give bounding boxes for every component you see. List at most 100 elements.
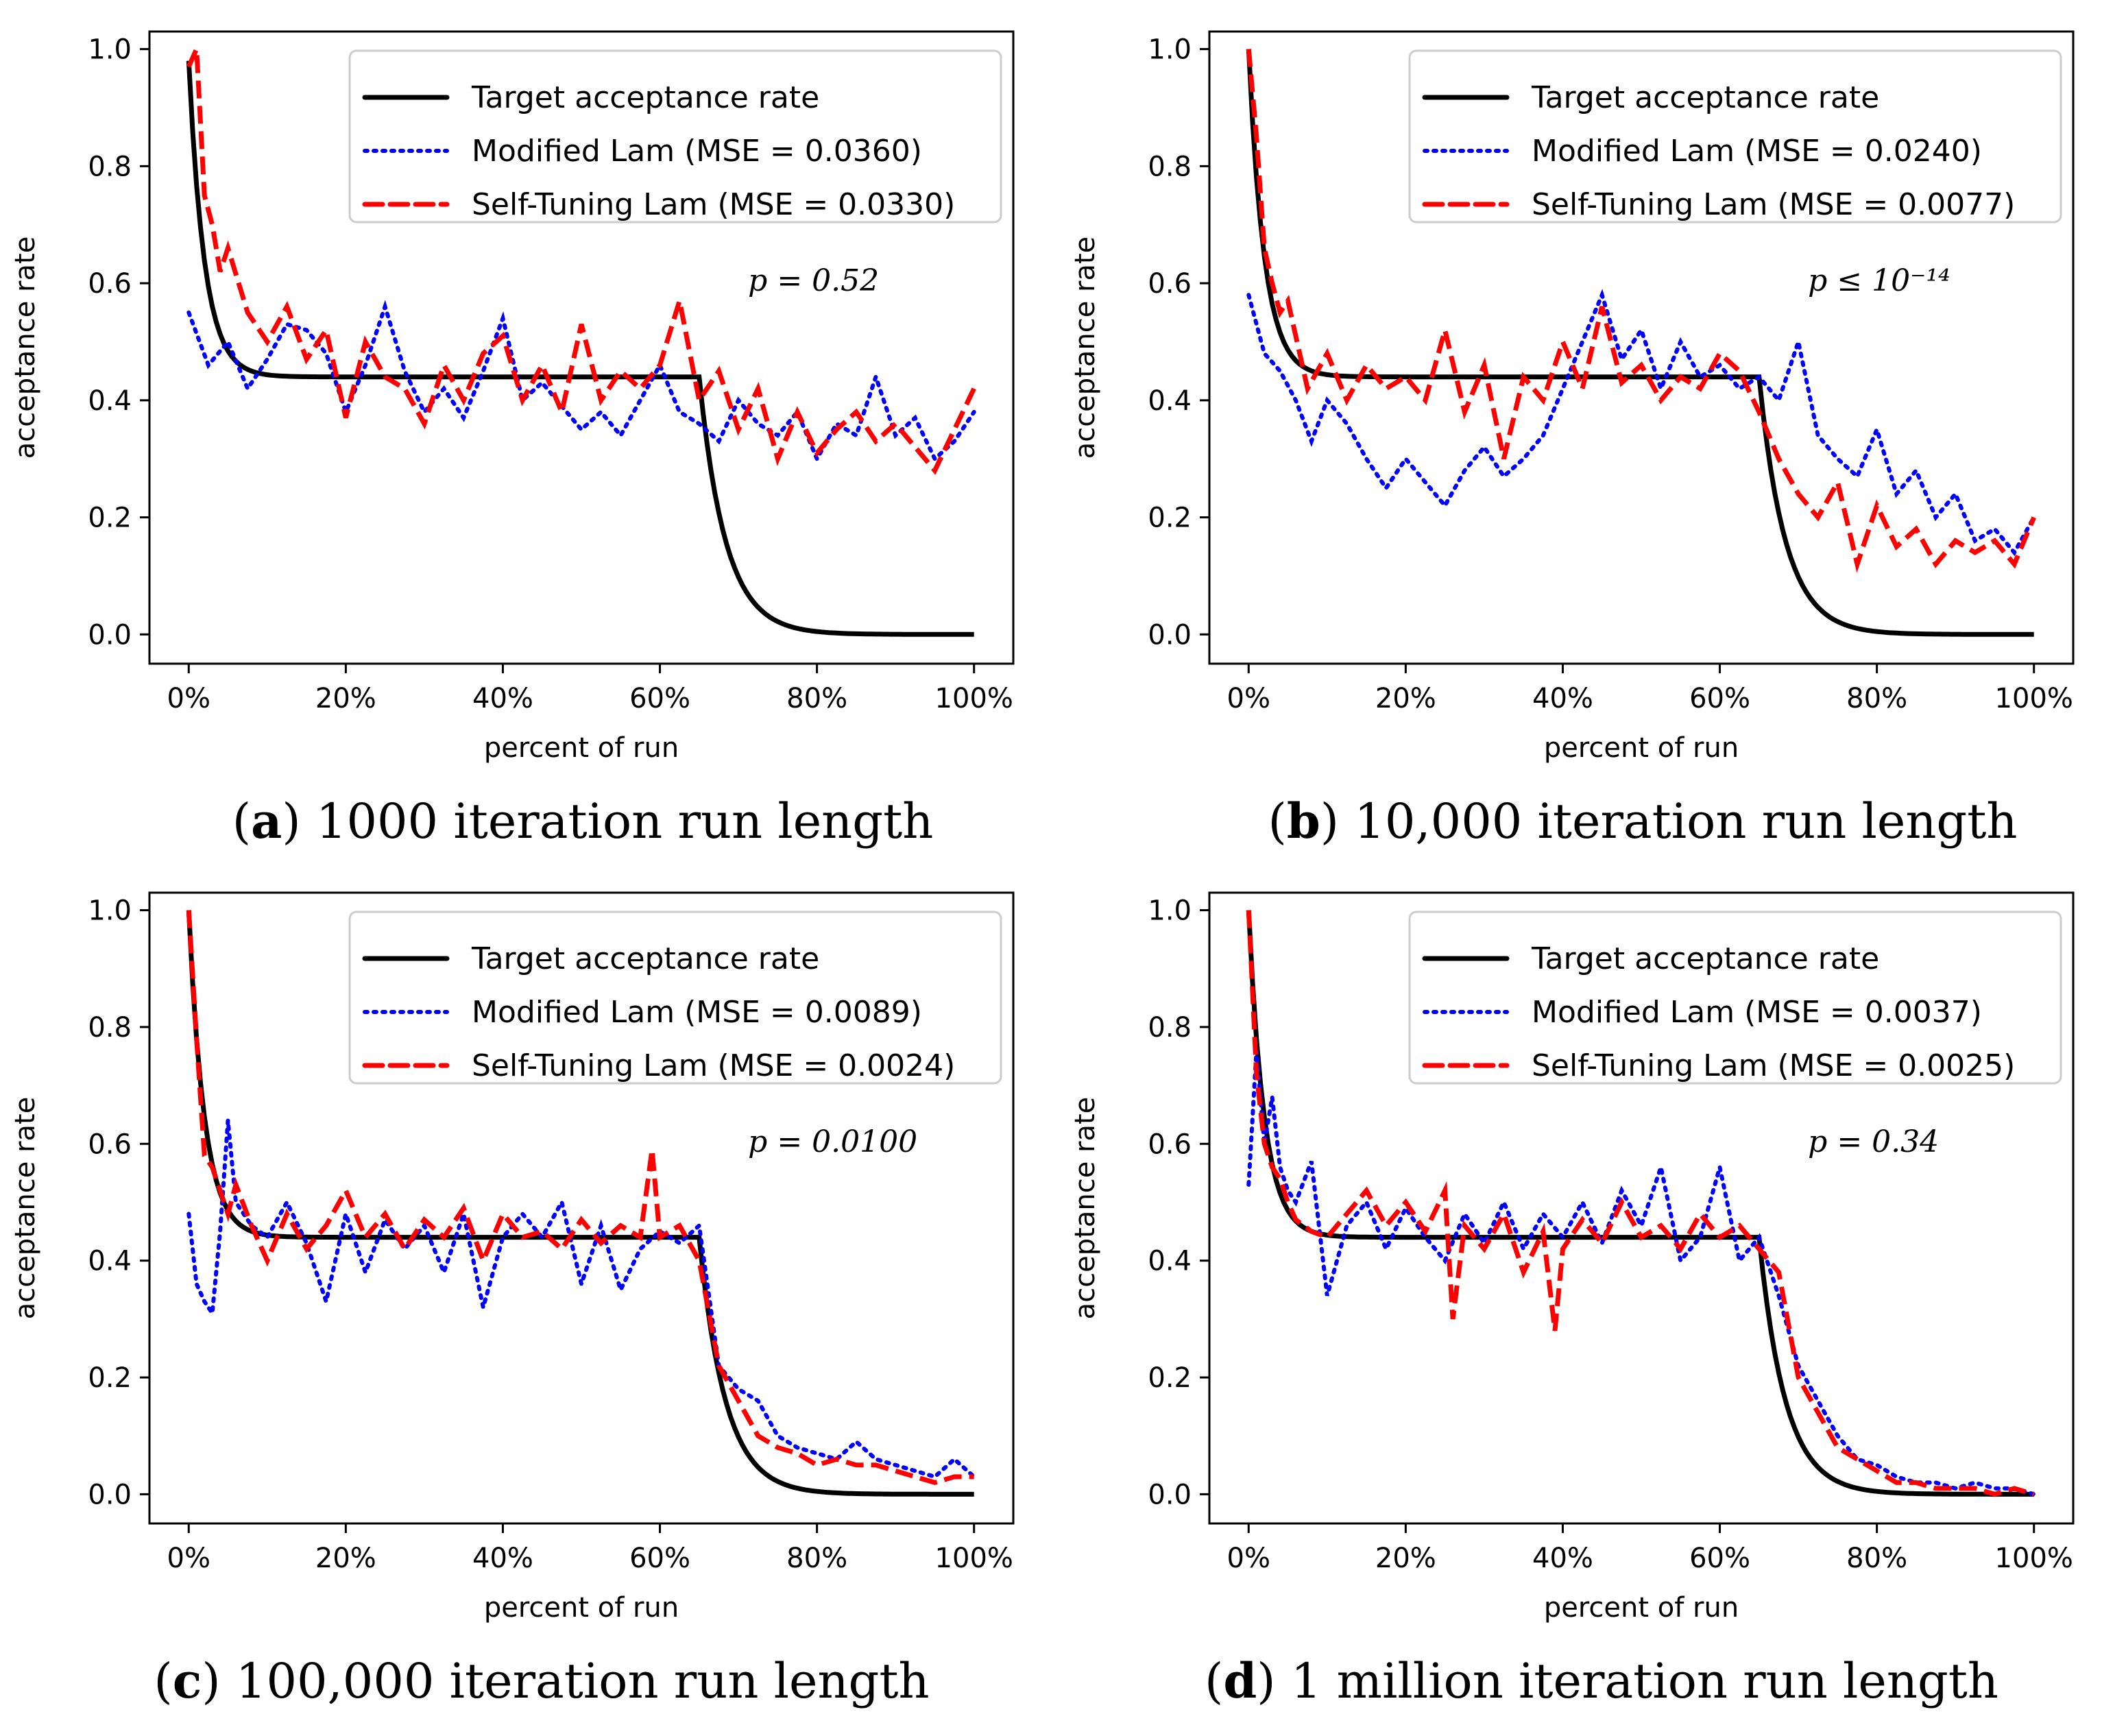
y-tick-label: 0.6 xyxy=(1148,1129,1192,1160)
y-tick-label: 0.8 xyxy=(88,151,132,182)
y-tick-label: 1.0 xyxy=(88,895,132,927)
legend-label: Self-Tuning Lam (MSE = 0.0077) xyxy=(1532,187,2015,222)
y-axis-label: acceptance rate xyxy=(10,1097,41,1320)
y-tick-label: 0.2 xyxy=(88,1362,132,1394)
legend-label: Modified Lam (MSE = 0.0089) xyxy=(472,995,922,1030)
y-tick-label: 0.0 xyxy=(88,619,132,651)
target-line xyxy=(186,910,974,1497)
x-axis-label: percent of run xyxy=(484,1592,679,1624)
chart-panel-d: 0% 20% 40% 60% 80% 100% 0.0 0.2 0.4 0.6 0.8 1.0 perc… xyxy=(1070,891,2075,1709)
p-value-annotation: p ≤ 10⁻¹⁴ xyxy=(1808,263,1950,298)
plot-frame xyxy=(148,30,1015,665)
legend-label: Self-Tuning Lam (MSE = 0.0330) xyxy=(472,187,955,222)
x-tick-label: 0% xyxy=(167,683,210,714)
caption-paren: ( xyxy=(1205,1653,1223,1709)
caption-text: ) 10,000 iteration run length xyxy=(1320,793,2018,849)
self-tuning-lam-line xyxy=(186,48,976,475)
x-tick-label: 100% xyxy=(935,1543,1013,1574)
x-tick-label: 60% xyxy=(1689,683,1750,714)
x-tick-label: 20% xyxy=(315,1543,376,1574)
caption-paren: ( xyxy=(232,793,251,849)
y-tick-label: 1.0 xyxy=(1148,895,1192,927)
caption-letter: a xyxy=(251,793,282,849)
caption-letter: b xyxy=(1287,793,1320,849)
x-tick-label: 0% xyxy=(167,1543,210,1574)
legend-box xyxy=(348,49,1002,224)
x-tick-label: 60% xyxy=(629,683,690,714)
x-tick-label: 100% xyxy=(935,683,1013,714)
x-tick-label: 80% xyxy=(1846,683,1907,714)
x-tick-label: 100% xyxy=(1995,683,2073,714)
plot-frame xyxy=(1208,30,2075,665)
y-tick-label: 0.4 xyxy=(1148,385,1192,417)
modified-lam-line xyxy=(1246,289,2036,557)
legend-label: Modified Lam (MSE = 0.0360) xyxy=(472,134,922,169)
self-tuning-lam-line xyxy=(1246,910,2035,1497)
plot-frame xyxy=(1208,891,2075,1525)
x-tick-label: 80% xyxy=(786,683,847,714)
y-axis-label: acceptance rate xyxy=(1070,237,1101,459)
caption-letter: d xyxy=(1223,1652,1257,1709)
x-tick-label: 0% xyxy=(1227,683,1270,714)
p-value-annotation: p = 0.0100 xyxy=(748,1124,917,1159)
chart-panel-a: 0% 20% 40% 60% 80% 100% 0.0 0.2 0.4 0.6 0.8 1.0 perc… xyxy=(10,30,1015,849)
x-tick-label: 100% xyxy=(1995,1543,2073,1574)
target-line xyxy=(1246,49,2034,637)
legend-label: Self-Tuning Lam (MSE = 0.0024) xyxy=(472,1048,955,1083)
data-group xyxy=(186,48,976,637)
legend-label: Modified Lam (MSE = 0.0240) xyxy=(1532,134,1982,169)
plot-frame xyxy=(148,891,1015,1525)
caption-text: ) 1 million iteration run length xyxy=(1257,1653,1998,1709)
y-tick-label: 0.0 xyxy=(1148,1479,1192,1510)
x-tick-label: 60% xyxy=(1689,1543,1750,1574)
caption-paren: ( xyxy=(154,1653,172,1709)
x-tick-label: 0% xyxy=(1227,1543,1270,1574)
x-tick-label: 40% xyxy=(472,1543,533,1574)
caption-text: ) 100,000 iteration run length xyxy=(202,1653,929,1709)
y-tick-label: 0.2 xyxy=(1148,1362,1192,1394)
panel-caption: (c) 100,000 iteration run length xyxy=(154,1652,929,1709)
caption-letter: c xyxy=(173,1652,202,1709)
x-tick-label: 40% xyxy=(1532,1543,1593,1574)
legend-label: Target acceptance rate xyxy=(471,80,819,115)
x-tick-label: 60% xyxy=(629,1543,690,1574)
p-value-annotation: p = 0.52 xyxy=(748,263,879,298)
legend-box xyxy=(1408,911,2062,1085)
y-tick-label: 0.6 xyxy=(1148,268,1192,300)
x-tick-label: 40% xyxy=(472,683,533,714)
y-tick-label: 0.8 xyxy=(1148,1012,1192,1044)
legend-box xyxy=(1408,49,2062,224)
y-tick-label: 0.6 xyxy=(88,268,132,300)
data-group xyxy=(1246,49,2036,637)
x-axis-label: percent of run xyxy=(1544,1592,1739,1624)
chart-panel-c: 0% 20% 40% 60% 80% 100% 0.0 0.2 0.4 0.6 0.8 1.0 perc… xyxy=(10,891,1015,1709)
y-tick-label: 0.2 xyxy=(1148,503,1192,534)
x-tick-label: 20% xyxy=(315,683,376,714)
y-tick-label: 1.0 xyxy=(88,34,132,66)
y-tick-label: 1.0 xyxy=(1148,34,1192,66)
y-tick-label: 0.4 xyxy=(88,1246,132,1277)
x-tick-label: 80% xyxy=(786,1543,847,1574)
self-tuning-lam-line xyxy=(186,910,974,1486)
y-tick-label: 0.6 xyxy=(88,1129,132,1160)
legend-label: Modified Lam (MSE = 0.0037) xyxy=(1532,995,1982,1030)
y-tick-label: 0.2 xyxy=(88,503,132,534)
chart-panel-b: 0% 20% 40% 60% 80% 100% 0.0 0.2 0.4 0.6 0.8 1.0 perc… xyxy=(1070,30,2075,849)
x-tick-label: 40% xyxy=(1532,683,1593,714)
target-line xyxy=(186,60,974,637)
y-tick-label: 0.0 xyxy=(1148,619,1192,651)
self-tuning-lam-line xyxy=(1246,49,2036,573)
modified-lam-line xyxy=(1246,1050,2036,1497)
data-group xyxy=(186,910,976,1497)
legend-label: Self-Tuning Lam (MSE = 0.0025) xyxy=(1532,1048,2015,1083)
x-tick-label: 20% xyxy=(1375,1543,1436,1574)
y-tick-label: 0.8 xyxy=(88,1012,132,1044)
y-tick-label: 0.4 xyxy=(88,385,132,417)
panel-caption: (b) 10,000 iteration run length xyxy=(1268,793,2018,849)
modified-lam-line xyxy=(186,300,976,464)
panel-caption: (a) 1000 iteration run length xyxy=(232,793,934,849)
legend-label: Target acceptance rate xyxy=(471,941,819,976)
legend-label: Target acceptance rate xyxy=(1531,80,1879,115)
panel-caption: (d) 1 million iteration run length xyxy=(1205,1652,1998,1709)
